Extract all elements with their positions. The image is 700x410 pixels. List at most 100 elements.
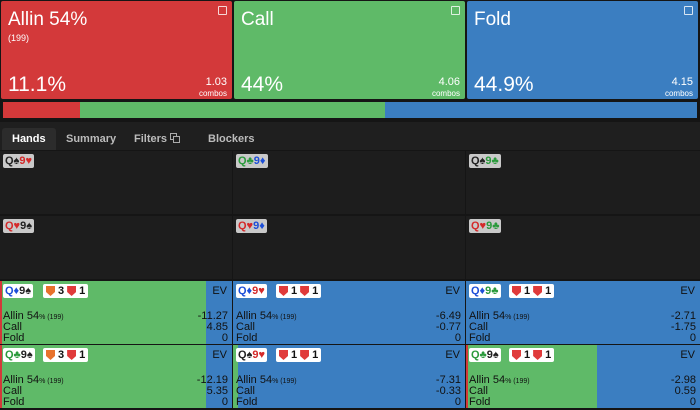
action-line: Call [236, 321, 255, 333]
blocker-count: 1 [524, 349, 531, 361]
blocker-icon [300, 350, 310, 360]
tab[interactable]: Summary [66, 133, 117, 145]
hand-cell: Q♥9♣ [466, 216, 700, 279]
action-panel: Allin 54% (199) 11.1% 1.03 combos [1, 1, 232, 99]
card: Q♦ [238, 285, 253, 297]
blocker-count: 3 [58, 285, 65, 297]
tab[interactable]: Blockers [208, 133, 255, 145]
blocker-icon [512, 350, 521, 360]
blocker-icon [279, 286, 288, 296]
frequency-segment [385, 102, 697, 118]
hand-cards: Q♥9♠ [3, 219, 35, 233]
strategy-segment [0, 281, 3, 344]
hand-cards: Q♦9♥ [236, 284, 267, 298]
hand-cell: Q♦9♠ 3 1 EV Allin 54% (199) -11.27 Call 4.85 Fol… [0, 281, 232, 344]
action-name: Fold [469, 396, 491, 408]
hand-cell: Q♥9♦ [233, 216, 465, 279]
combos-label: combos [431, 89, 460, 98]
hand-cell: Q♠9♥ [0, 151, 232, 214]
action-name: Allin 54 [236, 310, 273, 322]
blocker-icon [46, 350, 55, 360]
action-line: Allin 54% (199) [236, 374, 297, 388]
hand-cell: Q♦9♥ 1 1 EV Allin 54% (199) -6.49 Call -0.77 Fol… [233, 281, 465, 344]
hand-cards: Q♠9♣ [469, 154, 501, 168]
card: 9♥ [252, 349, 266, 361]
hand-cards: Q♥9♣ [469, 219, 502, 233]
ev-value: -11.27 [197, 310, 228, 322]
action-name: Call [236, 385, 255, 397]
frequency-segment [80, 102, 386, 118]
hand-cell: Q♠9♥ 1 1 EV Allin 54% (199) -7.31 Call -0.33 Fol… [233, 345, 465, 408]
action-note: % (199) [39, 378, 64, 385]
strategy-segment [206, 345, 232, 408]
blocker-count: 1 [312, 349, 319, 361]
strategy-segment [597, 345, 700, 408]
action-line: Fold [3, 332, 24, 344]
ev-value: 4.85 [206, 321, 228, 333]
strategy-segment [466, 345, 469, 408]
blocker-icon [512, 286, 521, 296]
card: Q♠ [471, 155, 486, 167]
hand-cards: Q♠9♥ [236, 348, 268, 362]
action-title: Call [241, 9, 274, 30]
hand-cards: Q♥9♦ [236, 219, 267, 233]
tab[interactable]: Hands [2, 128, 56, 150]
card: 9♠ [20, 220, 33, 232]
action-name: Fold [236, 396, 258, 408]
action-name: Fold [3, 396, 25, 408]
action-line: Allin 54% (199) [236, 310, 297, 324]
ev-label: EV [212, 349, 227, 361]
hand-cell: Q♣9♠ 3 1 EV Allin 54% (199) -12.19 Call 5.35 Fol… [0, 345, 232, 408]
hand-cell: Q♣9♠ 1 1 EV Allin 54% (199) -2.98 Call 0.59 Fold… [466, 345, 700, 408]
ev-value: -7.31 [435, 374, 461, 386]
action-line: Fold [3, 396, 24, 408]
card: Q♥ [471, 220, 487, 232]
blocker-icon [300, 286, 310, 296]
ev-value: 5.35 [206, 385, 228, 397]
card: Q♣ [238, 155, 254, 167]
blocker-icon [533, 286, 543, 296]
ev-value: -12.19 [196, 374, 228, 386]
hand-cell: Q♦9♣ 1 1 EV Allin 54% (199) -2.71 Call -1.75 Fol… [466, 281, 700, 344]
tab[interactable]: Filters [134, 133, 168, 145]
card: Q♣ [5, 349, 21, 361]
blocker-count: 1 [545, 349, 552, 361]
action-line: Call [469, 385, 488, 397]
ev-value: -2.71 [670, 310, 696, 322]
action-note: % (199) [272, 314, 297, 321]
card: 9♣ [485, 285, 499, 297]
strategy-segment [2, 281, 207, 344]
ev-value: 0 [221, 396, 228, 408]
card: Q♦ [471, 285, 486, 297]
filter-icon [170, 133, 180, 143]
hand-cards: Q♦9♣ [469, 284, 501, 298]
ev-label: EV [212, 285, 227, 297]
combos-label: combos [198, 89, 227, 98]
hand-cards: Q♦9♠ [3, 284, 34, 298]
ev-value: 0 [221, 332, 228, 344]
ev-value: 0 [689, 332, 696, 344]
strategy-segment [2, 345, 207, 408]
strategy-segment [237, 345, 465, 408]
action-frequency: 44.9% [474, 73, 534, 96]
ev-value: -1.75 [670, 321, 696, 333]
ev-value: 0 [689, 396, 696, 408]
blocker-icon [67, 286, 77, 296]
action-name: Allin 54 [469, 310, 506, 322]
blocker-count: 1 [79, 285, 86, 297]
ev-value: -0.77 [435, 321, 461, 333]
action-frequency: 44% [241, 73, 284, 96]
card: 9♥ [19, 155, 33, 167]
card: Q♠ [238, 349, 253, 361]
blocker-count: 1 [291, 285, 298, 297]
blocker-count: 1 [545, 285, 552, 297]
ev-label: EV [680, 349, 695, 361]
combos-value: 4.15 [671, 76, 693, 88]
blocker-count: 3 [58, 349, 65, 361]
blocker-icon [533, 350, 543, 360]
strategy-segment [233, 345, 238, 408]
card: Q♥ [238, 220, 254, 232]
